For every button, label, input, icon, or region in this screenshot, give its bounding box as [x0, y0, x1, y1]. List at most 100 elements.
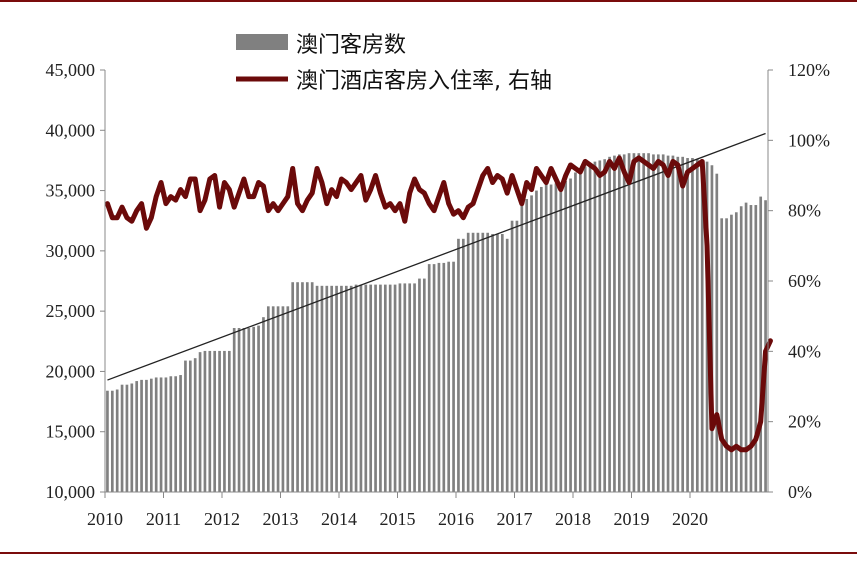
bar [149, 378, 153, 492]
bar [520, 202, 524, 492]
x-axis-ticks: 2010 2011 2012 2013 2014 2015 2016 2017 2018 2019… [87, 492, 708, 529]
bar [535, 190, 538, 492]
bar [652, 154, 655, 492]
x-tick-label: 2012 [204, 509, 240, 529]
bar [622, 154, 626, 492]
bar [257, 325, 260, 492]
bar [632, 153, 636, 492]
bar [647, 153, 650, 492]
x-tick-label: 2018 [555, 509, 591, 529]
bar [266, 306, 270, 492]
bar [574, 172, 577, 493]
bar [544, 184, 548, 493]
bar [208, 350, 212, 492]
bar [383, 284, 387, 492]
bar [671, 155, 675, 493]
right-tick-label: 120% [788, 60, 830, 80]
bar [691, 158, 694, 492]
bar [739, 206, 743, 492]
bottom-border [0, 552, 857, 554]
trendline [107, 132, 766, 381]
bar [320, 285, 324, 492]
x-tick-label: 2010 [87, 509, 123, 529]
bar [530, 195, 533, 492]
bar [154, 377, 158, 492]
bar [617, 154, 621, 492]
bar [296, 282, 299, 492]
bar [476, 232, 480, 492]
x-tick-label: 2015 [380, 509, 416, 529]
bar [583, 166, 587, 492]
bar [700, 160, 704, 492]
bar [227, 350, 231, 492]
bar [496, 233, 499, 493]
bar [549, 184, 553, 493]
bar [305, 282, 309, 492]
bar [179, 375, 182, 492]
bar [281, 306, 285, 492]
bar [393, 284, 397, 492]
left-tick-label: 25,000 [46, 301, 96, 321]
x-tick-label: 2014 [321, 509, 357, 529]
bar [218, 350, 221, 492]
bar [442, 262, 446, 492]
bar [432, 264, 436, 492]
bar [242, 328, 246, 492]
bar [593, 161, 597, 492]
bar [525, 199, 529, 492]
bar [286, 306, 290, 492]
legend-label-room-count: 澳门客房数 [296, 33, 406, 58]
bar [174, 376, 178, 492]
bar [749, 205, 753, 493]
bar [491, 233, 494, 493]
bar [515, 220, 519, 492]
bar [457, 238, 460, 492]
right-tick-label: 80% [788, 201, 821, 221]
bar [627, 153, 631, 492]
bar [447, 261, 451, 492]
bar [374, 284, 377, 492]
bar [613, 155, 616, 493]
bar [710, 165, 714, 492]
bar [695, 159, 699, 492]
line-series-occupancy-rate [104, 155, 773, 453]
bar [413, 283, 416, 492]
right-tick-label: 0% [788, 482, 812, 502]
bar-series-room-count [106, 153, 767, 493]
bar [330, 285, 334, 492]
left-axis-ticks: 10,000 15,000 20,000 25,000 30,000 35,000 40,0… [46, 60, 105, 502]
top-border [0, 0, 857, 2]
bar [486, 232, 490, 492]
bar [379, 284, 382, 492]
bar [237, 328, 241, 492]
legend: 澳门客房数 澳门酒店客房入住率, 右轴 [236, 33, 552, 94]
bar [335, 285, 338, 492]
bar [686, 158, 689, 492]
right-tick-label: 60% [788, 271, 821, 291]
bar [203, 350, 207, 492]
bar [291, 282, 295, 492]
bar [398, 283, 402, 492]
right-tick-label: 40% [788, 341, 821, 361]
bar [569, 178, 572, 492]
x-tick-label: 2017 [497, 509, 533, 529]
bar [388, 284, 392, 492]
bar [564, 180, 568, 492]
bar [135, 381, 139, 492]
left-tick-label: 20,000 [46, 361, 96, 381]
bar [578, 168, 582, 492]
bar [656, 154, 660, 492]
bar [247, 328, 251, 492]
bar [369, 284, 373, 492]
bar [554, 183, 558, 492]
left-tick-label: 30,000 [46, 241, 96, 261]
bar [159, 377, 163, 492]
bar [720, 218, 724, 493]
bar [340, 285, 343, 492]
bar [759, 196, 763, 492]
bar [223, 350, 226, 492]
bar [184, 360, 187, 492]
bar [730, 214, 733, 492]
bar [754, 205, 758, 493]
bar [188, 360, 192, 492]
